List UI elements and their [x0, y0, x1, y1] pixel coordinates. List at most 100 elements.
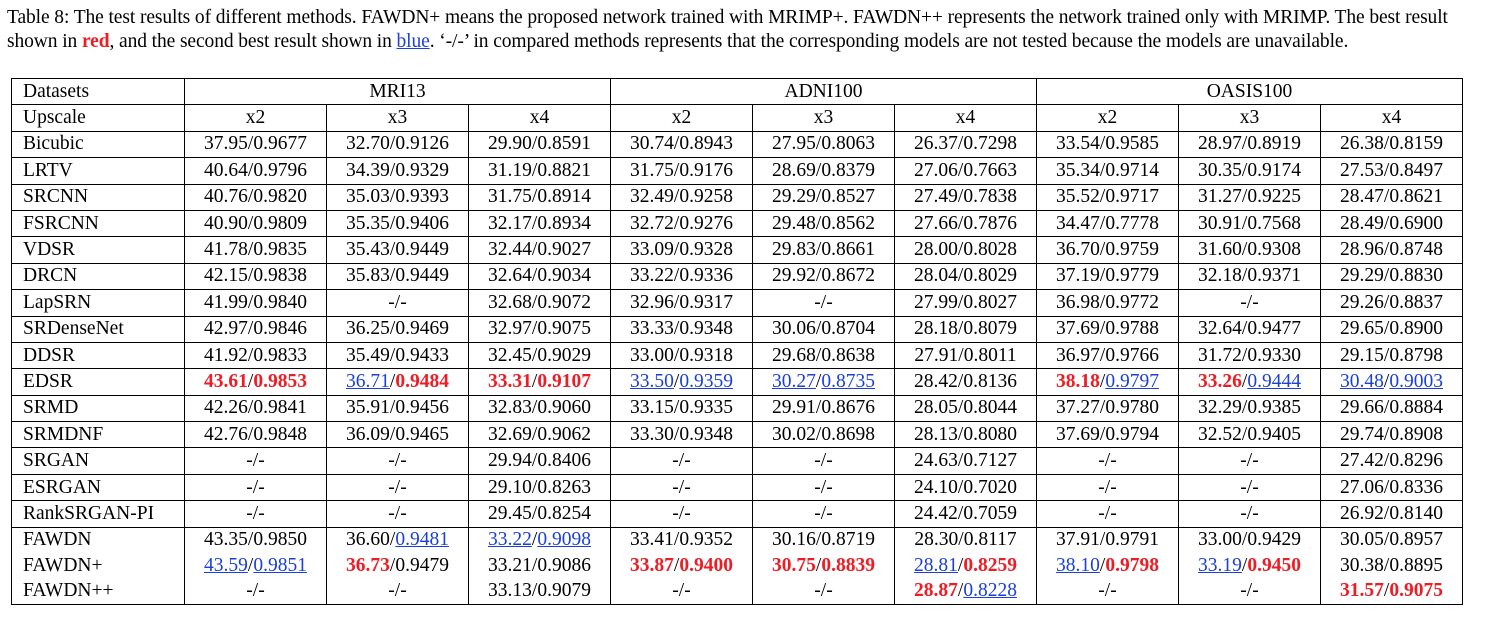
- ssim-value: 0.7778: [1105, 212, 1159, 234]
- value-separator: /: [389, 318, 396, 340]
- value-separator: /: [1241, 133, 1248, 155]
- ssim-value: 0.9107: [537, 370, 591, 392]
- result-cell: 42.97/0.9846: [184, 315, 327, 343]
- scale-header: x3: [752, 104, 895, 132]
- value-separator: /: [1099, 370, 1106, 392]
- value-separator: /: [389, 344, 396, 366]
- ssim-value: 0.8957: [1389, 529, 1443, 551]
- value-separator: /: [1383, 239, 1390, 261]
- value-separator: /: [247, 265, 254, 287]
- result-cell: 36.25/0.9469: [326, 315, 469, 343]
- value-separator: /: [1383, 291, 1390, 313]
- psnr-value: 42.26: [204, 397, 248, 419]
- psnr-value: 29.65: [1340, 318, 1384, 340]
- ssim-value: 0.9060: [537, 397, 591, 419]
- result-cell: 31.75/0.9176: [610, 157, 753, 185]
- psnr-value: 29.29: [772, 186, 816, 208]
- psnr-value: 28.13: [914, 423, 958, 445]
- psnr-value: 33.30: [630, 423, 674, 445]
- table-row: ESRGAN -/- -/- 29.10/0.8263 -/- -/- 24.10/0.70…: [11, 473, 1463, 502]
- table-row: DRCN 42.15/0.9838 35.83/0.9449 32.64/0.9034…: [11, 262, 1463, 291]
- psnr-value: 32.83: [488, 397, 532, 419]
- ssim-value: 0.9846: [253, 318, 307, 340]
- ssim-value: 0.9393: [395, 186, 449, 208]
- ssim-value: 0.9791: [1105, 529, 1159, 551]
- result-cell: 33.87/0.9400: [610, 553, 753, 579]
- psnr-value: 31.72: [1198, 344, 1242, 366]
- result-cell: 30.74/0.8943: [610, 130, 753, 159]
- scale-header: x4: [468, 104, 611, 132]
- psnr-value: -/-: [1098, 580, 1117, 602]
- value-separator: /: [957, 186, 964, 208]
- dataset-header-oasis100: OASIS100: [1036, 77, 1463, 106]
- result-cell: 29.10/0.8263: [468, 473, 611, 502]
- ssim-value: 0.7663: [963, 159, 1017, 181]
- method-name: EDSR: [11, 368, 185, 396]
- value-separator: /: [815, 239, 822, 261]
- value-separator: /: [815, 159, 822, 181]
- method-name: LRTV: [11, 157, 185, 185]
- scale-header: x4: [1320, 104, 1463, 132]
- table-row: FAWDN++ -/- -/- 33.13/0.9079 -/- -/- 28.87/0.8…: [11, 578, 1463, 605]
- result-cell: 35.03/0.9393: [326, 183, 469, 211]
- value-separator: /: [247, 159, 254, 181]
- psnr-value: 28.81: [914, 554, 958, 576]
- result-cell: 30.75/0.8839: [752, 553, 895, 579]
- psnr-value: 32.64: [488, 265, 532, 287]
- value-separator: /: [531, 239, 538, 261]
- psnr-value: 32.64: [1198, 318, 1242, 340]
- psnr-value: -/-: [388, 580, 407, 602]
- psnr-value: 42.97: [204, 318, 248, 340]
- ssim-value: 0.9405: [1247, 423, 1301, 445]
- scale-header: x2: [1036, 104, 1179, 132]
- psnr-value: 33.22: [630, 265, 674, 287]
- result-cell: 29.90/0.8591: [468, 130, 611, 159]
- psnr-value: 33.15: [630, 397, 674, 419]
- value-separator: /: [957, 291, 964, 313]
- result-cell: -/-: [752, 473, 895, 502]
- value-separator: /: [531, 265, 538, 287]
- ssim-value: 0.7020: [963, 476, 1017, 498]
- psnr-value: 27.95: [772, 133, 816, 155]
- ssim-value: 0.9406: [395, 212, 449, 234]
- value-separator: /: [1241, 397, 1248, 419]
- psnr-value: -/-: [1098, 502, 1117, 524]
- psnr-value: 35.83: [346, 265, 390, 287]
- ssim-value: 0.7838: [963, 186, 1017, 208]
- value-separator: /: [815, 529, 822, 551]
- result-cell: 36.60/0.9481: [326, 526, 469, 554]
- result-cell: 37.27/0.9780: [1036, 394, 1179, 423]
- ssim-value: 0.9677: [253, 133, 307, 155]
- ssim-value: 0.8821: [537, 159, 591, 181]
- result-cell: 32.44/0.9027: [468, 236, 611, 264]
- ssim-value: 0.7127: [963, 450, 1017, 472]
- value-separator: /: [247, 370, 254, 392]
- value-separator: /: [957, 397, 964, 419]
- psnr-value: 32.97: [488, 318, 532, 340]
- result-cell: 32.52/0.9405: [1178, 421, 1321, 449]
- result-cell: 32.70/0.9126: [326, 130, 469, 159]
- result-cell: -/-: [1178, 578, 1321, 605]
- ssim-value: 0.9174: [1247, 159, 1301, 181]
- result-cell: 36.98/0.9772: [1036, 289, 1179, 317]
- ssim-value: 0.8638: [821, 344, 875, 366]
- psnr-value: -/-: [672, 502, 691, 524]
- result-cell: 32.64/0.9034: [468, 262, 611, 291]
- psnr-value: -/-: [814, 291, 833, 313]
- value-separator: /: [247, 318, 254, 340]
- psnr-value: 30.05: [1340, 529, 1384, 551]
- ssim-value: 0.8497: [1389, 159, 1443, 181]
- psnr-value: 29.91: [772, 397, 816, 419]
- result-cell: -/-: [1178, 500, 1321, 528]
- psnr-value: 32.69: [488, 423, 532, 445]
- ssim-value: 0.8914: [537, 186, 591, 208]
- table-row: SRCNN 40.76/0.9820 35.03/0.9393 31.75/0.891…: [11, 183, 1463, 211]
- psnr-value: -/-: [246, 450, 265, 472]
- method-name: LapSRN: [11, 289, 185, 317]
- table-row: FSRCNN 40.90/0.9809 35.35/0.9406 32.17/0.89…: [11, 209, 1463, 238]
- value-separator: /: [1241, 159, 1248, 181]
- result-cell: 31.27/0.9225: [1178, 183, 1321, 211]
- ssim-value: 0.9072: [537, 291, 591, 313]
- result-cell: 30.02/0.8698: [752, 421, 895, 449]
- value-separator: /: [531, 159, 538, 181]
